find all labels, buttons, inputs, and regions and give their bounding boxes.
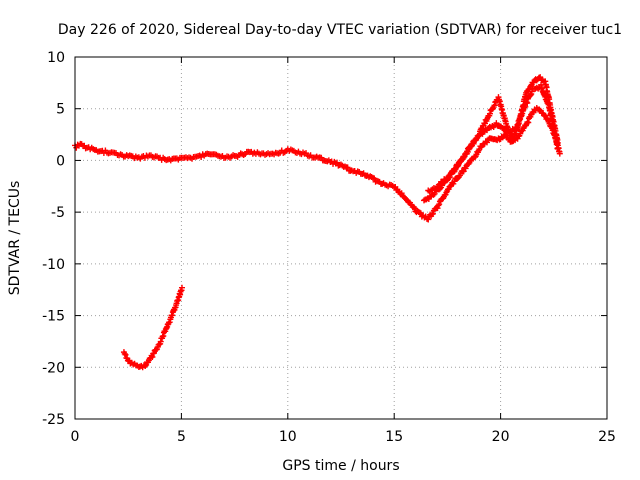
data-point (462, 165, 469, 172)
data-point (465, 161, 472, 168)
x-tick-label: 20 (492, 429, 510, 445)
data-point (431, 190, 438, 197)
axis-ticks: 0 5 10 15 20 25 10 5 0 -5 -10 -15 -20 -25 (42, 50, 616, 445)
chart-title: Day 226 of 2020, Sidereal Day-to-day VTE… (58, 22, 622, 38)
x-tick-label: 5 (177, 429, 186, 445)
data-point (503, 123, 510, 130)
x-tick-label: 0 (71, 429, 80, 445)
data-point (491, 102, 498, 109)
data-point (486, 110, 493, 117)
y-tick-label: -25 (42, 412, 65, 428)
data-point (429, 210, 436, 217)
plot-frame (74, 56, 608, 420)
data-point (122, 351, 129, 358)
x-tick-label: 10 (279, 429, 297, 445)
y-tick-label: -20 (42, 360, 65, 376)
y-tick-label: -10 (42, 257, 65, 273)
data-point (425, 216, 432, 223)
data-point (430, 191, 437, 198)
y-axis-label: SDTVAR / TECUs (7, 181, 23, 296)
data-point (344, 164, 351, 171)
data-point (556, 150, 563, 157)
data-point (178, 284, 185, 291)
x-tick-label: 15 (385, 429, 403, 445)
y-tick-label: 10 (47, 50, 65, 66)
data-markers (72, 74, 563, 371)
data-point (536, 106, 543, 113)
data-point (435, 202, 442, 209)
y-tick-label: -5 (51, 205, 65, 221)
data-point (446, 174, 453, 181)
y-tick-label: 0 (56, 153, 65, 169)
series-markers (120, 284, 185, 371)
y-tick-label: 5 (56, 102, 65, 118)
y-tick-label: -15 (42, 309, 65, 325)
x-tick-label: 25 (598, 429, 616, 445)
data-point (149, 353, 156, 360)
data-point (483, 139, 490, 146)
data-point (142, 363, 149, 370)
data-point (436, 185, 443, 192)
data-point (537, 74, 544, 81)
series-markers (420, 81, 561, 204)
data-point (436, 201, 443, 208)
data-point (554, 145, 561, 152)
data-point (121, 350, 128, 357)
series-markers (72, 104, 563, 223)
data-point (525, 119, 532, 126)
x-axis-label: GPS time / hours (282, 458, 399, 474)
data-point (411, 205, 418, 212)
